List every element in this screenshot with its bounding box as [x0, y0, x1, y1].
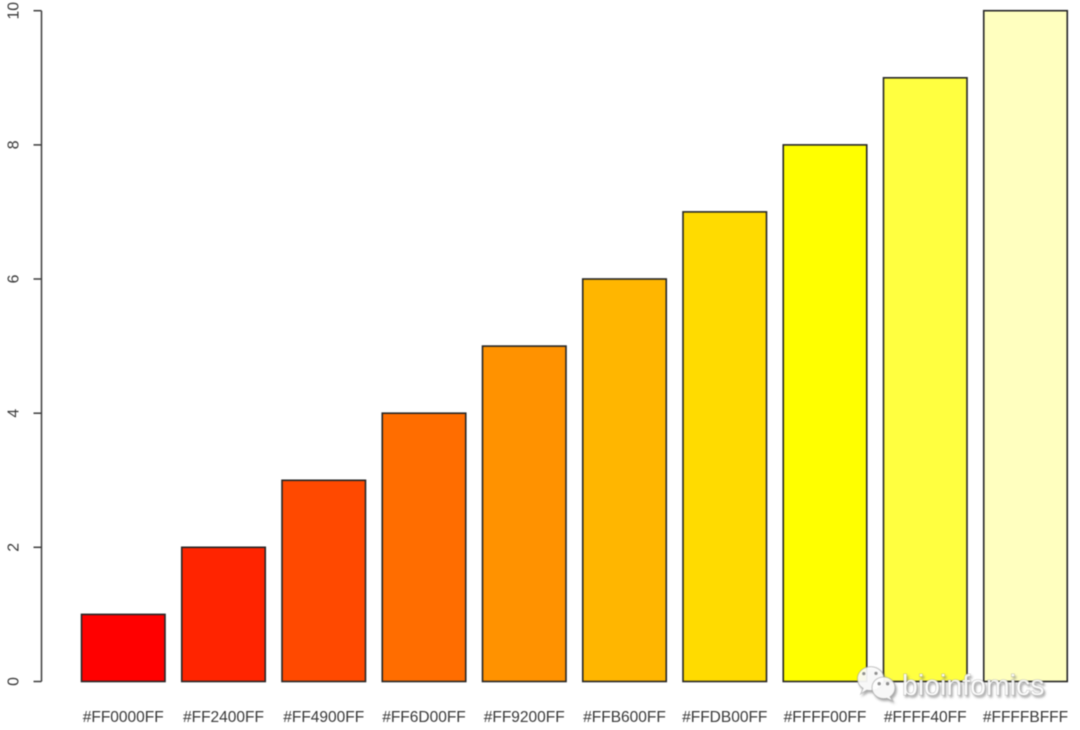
svg-text:#FFDB00FF: #FFDB00FF — [682, 709, 767, 726]
svg-text:#FF2400FF: #FF2400FF — [183, 709, 264, 726]
svg-text:bioinfomics: bioinfomics — [902, 670, 1045, 702]
svg-text:0: 0 — [6, 677, 23, 686]
svg-text:#FFFF40FF: #FFFF40FF — [884, 709, 967, 726]
svg-text:2: 2 — [6, 543, 23, 552]
svg-text:10: 10 — [6, 2, 23, 20]
svg-text:#FF6D00FF: #FF6D00FF — [382, 709, 466, 726]
svg-text:#FF9200FF: #FF9200FF — [484, 709, 565, 726]
svg-text:6: 6 — [6, 274, 23, 283]
svg-text:8: 8 — [6, 140, 23, 149]
svg-text:#FFFF00FF: #FFFF00FF — [784, 709, 867, 726]
svg-text:#FFB600FF: #FFB600FF — [583, 709, 666, 726]
svg-text:4: 4 — [6, 409, 23, 418]
svg-text:#FFFFBFFF: #FFFFBFFF — [983, 709, 1068, 726]
svg-text:#FF0000FF: #FF0000FF — [83, 709, 164, 726]
svg-text:#FF4900FF: #FF4900FF — [283, 709, 364, 726]
